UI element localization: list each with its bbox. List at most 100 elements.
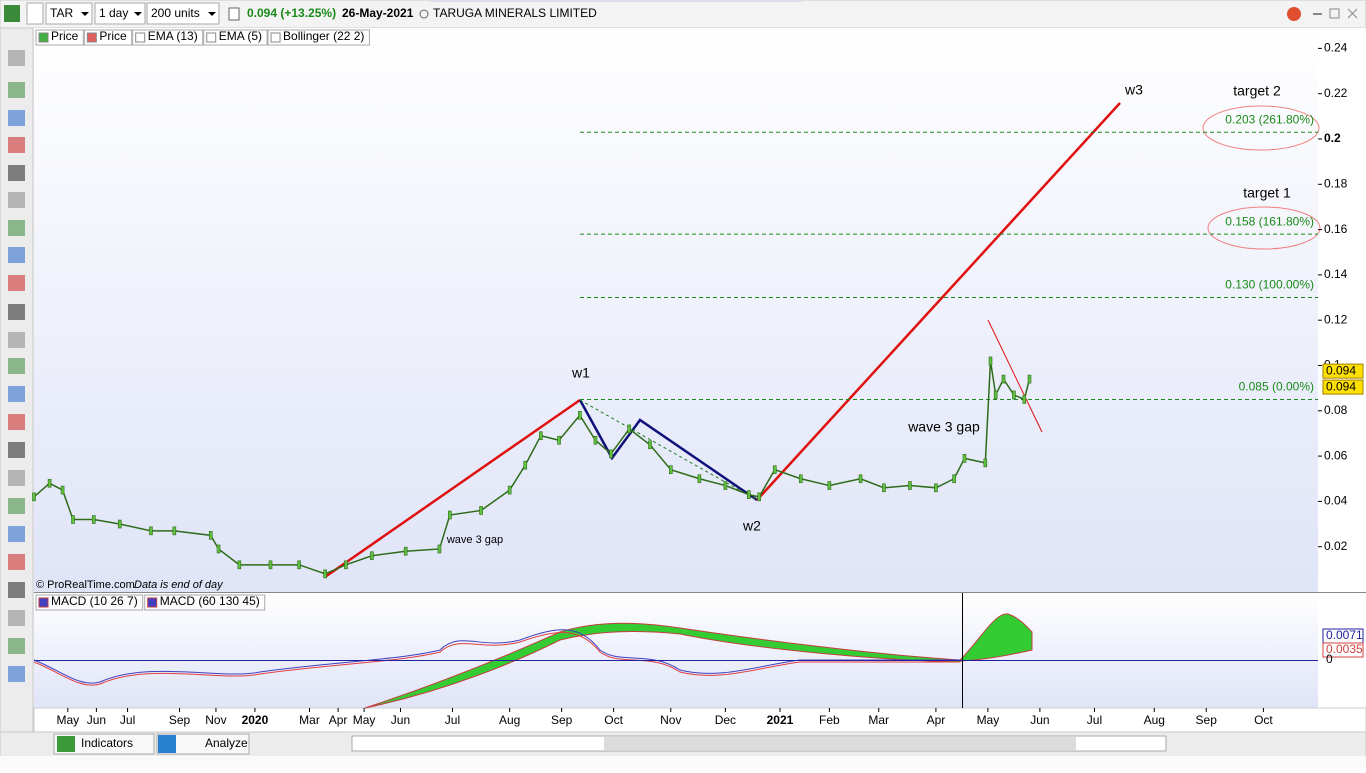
x-tick-label: Sep xyxy=(551,713,573,727)
analyze-button[interactable] xyxy=(156,733,250,755)
x-tick-label: Apr xyxy=(329,713,348,727)
x-tick-label: Oct xyxy=(604,713,623,727)
dropdown-arrow xyxy=(81,12,89,16)
annotation: w1 xyxy=(571,365,590,381)
tool-button[interactable] xyxy=(8,358,25,374)
tool-button[interactable] xyxy=(8,247,25,263)
tool-button[interactable] xyxy=(8,82,25,98)
scroll-thumb[interactable] xyxy=(604,737,1076,750)
indicator-chip[interactable] xyxy=(132,29,204,46)
price-candle xyxy=(988,356,993,366)
x-tick-label: Jun xyxy=(391,713,410,727)
price-candle xyxy=(448,510,452,520)
macd-indicator-label: MACD (10 26 7) xyxy=(51,594,138,608)
tool-button[interactable] xyxy=(8,554,25,570)
tool-button[interactable] xyxy=(8,610,25,626)
level-label: 0.130 (100.00%) xyxy=(1225,278,1314,292)
x-tick-label: Aug xyxy=(1144,713,1165,727)
level-label: 0.085 (0.00%) xyxy=(1239,380,1314,394)
maximize[interactable] xyxy=(1329,8,1340,19)
macd-axis-label: 0 xyxy=(1326,652,1333,666)
tool-button[interactable] xyxy=(8,220,25,236)
data-note: Data is end of day xyxy=(134,579,224,591)
tool-button[interactable] xyxy=(8,386,25,402)
tool-button[interactable] xyxy=(8,638,25,654)
indicator-chip[interactable] xyxy=(203,29,268,46)
indicators-button[interactable] xyxy=(53,733,155,755)
price-candle xyxy=(723,481,728,490)
price-candle xyxy=(962,454,967,463)
price-candle xyxy=(539,431,543,441)
symbol-box[interactable] xyxy=(45,2,93,25)
macd-axis-label: 0.0071 xyxy=(1326,628,1363,642)
macd-chip[interactable] xyxy=(144,594,266,611)
indicator-swatch xyxy=(38,32,49,43)
x-tick-label: May xyxy=(56,713,79,727)
tool-button[interactable] xyxy=(8,192,25,208)
target-ellipse xyxy=(1202,105,1320,151)
last-price-label: 0.094 xyxy=(1326,379,1356,393)
tool-button[interactable] xyxy=(8,304,25,320)
price-candle xyxy=(858,474,863,484)
radio[interactable] xyxy=(419,9,429,19)
price-candle xyxy=(1012,390,1016,400)
tool-button[interactable] xyxy=(8,110,25,126)
y-tick-label: 0.22 xyxy=(1324,86,1348,100)
tool-button[interactable] xyxy=(8,582,25,598)
tool-button[interactable] xyxy=(8,666,25,682)
indicator-chip[interactable] xyxy=(267,29,370,46)
x-tick-label: Sep xyxy=(1196,713,1218,727)
price-candle xyxy=(648,440,652,450)
indicator-chip[interactable] xyxy=(83,29,133,46)
app-icon[interactable] xyxy=(4,5,20,22)
macd-chip[interactable] xyxy=(35,594,144,611)
tool-button[interactable] xyxy=(8,332,25,348)
macd-panel xyxy=(34,593,1318,708)
units-box[interactable] xyxy=(146,2,220,25)
tool-panel xyxy=(0,27,34,733)
symbol-pin[interactable] xyxy=(26,2,44,25)
indicator-swatch xyxy=(86,32,97,43)
tool-button[interactable] xyxy=(8,414,25,430)
sync-icon[interactable] xyxy=(1287,7,1301,21)
period-box[interactable] xyxy=(94,2,146,25)
price-candle xyxy=(172,526,177,536)
price-candle xyxy=(697,474,702,484)
wave-1-line xyxy=(324,398,581,579)
tool-button[interactable] xyxy=(8,275,25,291)
price-candle xyxy=(117,519,122,529)
tool-button[interactable] xyxy=(8,498,25,514)
tool-button[interactable] xyxy=(8,442,25,458)
price-candle xyxy=(934,483,938,493)
signal-line xyxy=(33,632,960,686)
x-tick-label: May xyxy=(977,713,1000,727)
x-tick-label: Apr xyxy=(927,713,946,727)
price-candle xyxy=(1001,374,1006,384)
y-tick-label: 0.06 xyxy=(1324,448,1348,462)
tool-button[interactable] xyxy=(8,470,25,486)
info-icon[interactable] xyxy=(228,7,240,21)
minimize[interactable] xyxy=(1313,13,1322,15)
y-tick-label: 0.02 xyxy=(1324,539,1348,553)
macd-label-box xyxy=(1322,642,1364,658)
price-candle xyxy=(370,551,374,561)
price-candle xyxy=(669,465,673,474)
tab-edge xyxy=(430,0,802,2)
y-tick-label: 0.2 xyxy=(1324,131,1341,145)
price-candle xyxy=(757,492,761,502)
price-candle xyxy=(47,478,52,488)
indicators-label: Indicators xyxy=(81,736,133,750)
tool-button[interactable] xyxy=(8,137,25,153)
x-tick-label: Feb xyxy=(819,713,840,727)
price-candle xyxy=(216,544,221,554)
x-tick-label: Dec xyxy=(715,713,736,727)
tool-button[interactable] xyxy=(8,50,25,66)
indicator-swatch xyxy=(206,32,217,43)
y-tick-label: 0.18 xyxy=(1324,176,1348,190)
indicators-icon xyxy=(57,736,75,752)
indicator-chip[interactable] xyxy=(35,29,84,46)
close[interactable] xyxy=(1347,8,1358,19)
tool-button[interactable] xyxy=(8,165,25,181)
tool-button[interactable] xyxy=(8,526,25,542)
